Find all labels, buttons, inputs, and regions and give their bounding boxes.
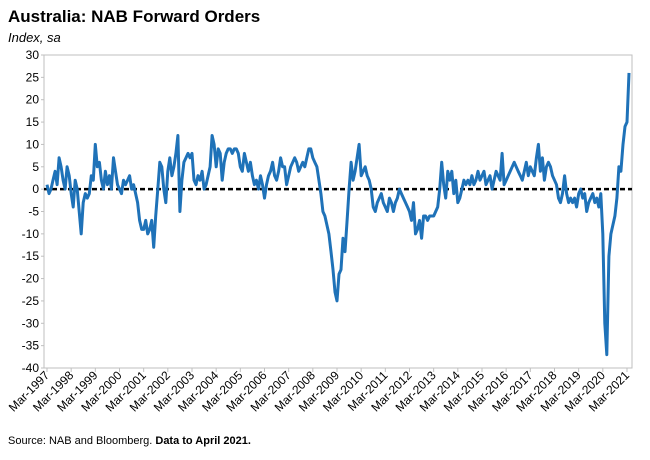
y-tick-label: -30 — [22, 316, 40, 330]
chart-title: Australia: NAB Forward Orders — [8, 7, 260, 26]
note: Data to April 2021. — [155, 435, 251, 447]
data-line — [45, 72, 631, 357]
y-tick-label: 15 — [26, 115, 40, 129]
y-tick-label: -20 — [22, 272, 40, 286]
y-tick-label: 0 — [32, 182, 39, 196]
y-tick-label: -25 — [22, 294, 40, 308]
source-text: Source: NAB and Bloomberg. — [8, 435, 152, 447]
plot-area — [43, 54, 633, 369]
y-tick-label: 20 — [26, 93, 40, 107]
y-tick-label: 30 — [26, 48, 40, 62]
y-tick-label: 25 — [26, 70, 40, 84]
y-tick-label: -35 — [22, 339, 40, 353]
y-tick-label: -5 — [28, 205, 39, 219]
y-tick-label: -10 — [22, 227, 40, 241]
source: Source: NAB and Bloomberg. Data to April… — [8, 435, 251, 447]
y-tick-label: -40 — [22, 361, 40, 375]
chart-subtitle: Index, sa — [8, 30, 61, 45]
y-tick-label: 5 — [32, 160, 39, 174]
y-tick-label: -15 — [22, 249, 40, 263]
y-tick-label: 10 — [26, 137, 40, 151]
